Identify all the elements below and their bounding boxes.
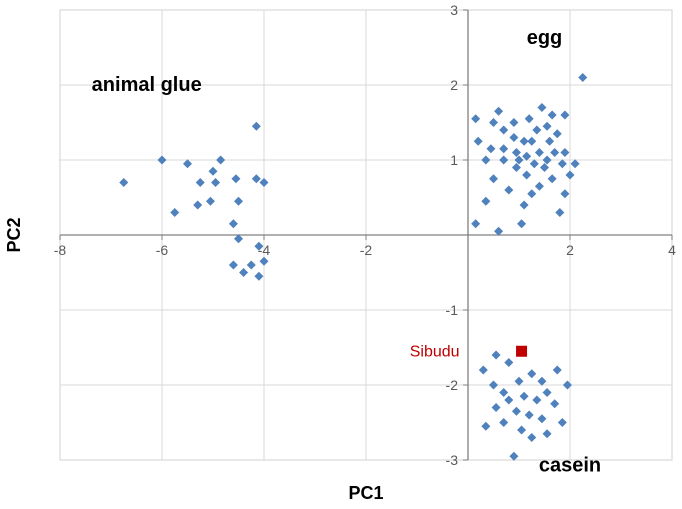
y-tick-label: 2 (450, 77, 458, 93)
cluster-label: egg (527, 27, 563, 49)
y-axis-title: PC2 (4, 217, 24, 252)
cluster-label: animal glue (92, 74, 202, 96)
y-tick-label: 3 (450, 2, 458, 18)
x-tick-label: -6 (156, 242, 169, 258)
x-tick-label: 4 (668, 242, 676, 258)
y-tick-label: -3 (446, 452, 459, 468)
y-tick-label: -2 (446, 377, 459, 393)
x-tick-label: -8 (54, 242, 67, 258)
cluster-label: casein (539, 454, 601, 476)
sibudu-point (516, 346, 527, 357)
y-tick-label: -1 (446, 302, 459, 318)
y-tick-label: 1 (450, 152, 458, 168)
sibudu-label: Sibudu (410, 343, 460, 360)
x-tick-label: 2 (566, 242, 574, 258)
x-axis-title: PC1 (348, 483, 383, 503)
x-tick-label: -2 (360, 242, 373, 258)
pca-scatter-chart: -8-6-4-224-3-2-1123Sibuduanimal glueeggc… (0, 0, 682, 509)
